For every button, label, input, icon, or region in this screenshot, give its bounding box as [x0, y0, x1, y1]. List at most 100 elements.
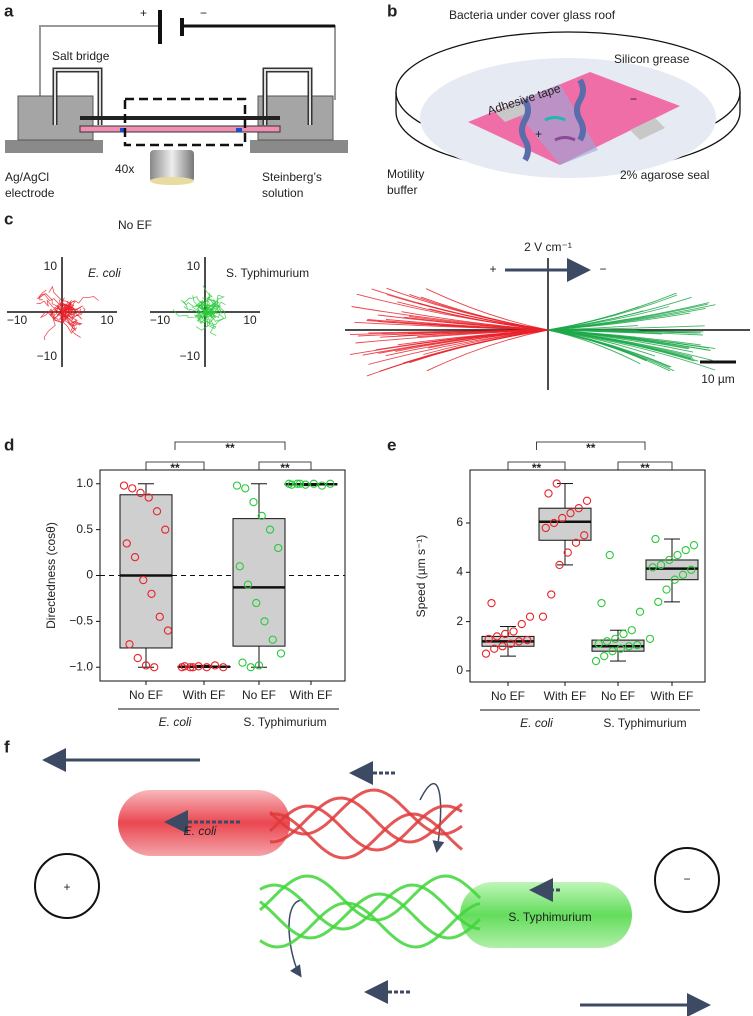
data-point — [498, 642, 507, 651]
significance-bracket — [258, 461, 312, 470]
y-tick-label: 0.5 — [76, 522, 93, 536]
trajectory — [182, 300, 206, 313]
x-tick-label: With EF — [544, 689, 587, 703]
data-point — [484, 634, 493, 644]
trajectory — [547, 329, 670, 368]
group-label: E. coli — [159, 715, 192, 729]
flagellum — [259, 901, 481, 949]
data-point — [608, 647, 617, 656]
y-tick-label: −0.5 — [69, 614, 93, 628]
trajectory — [547, 329, 716, 350]
label: electrode — [5, 186, 55, 200]
data-point — [566, 508, 575, 518]
data-point — [580, 531, 589, 540]
plus-sign: + — [535, 127, 542, 141]
trajectory — [40, 307, 63, 319]
label: Steinberg’s — [262, 170, 322, 184]
data-point — [689, 541, 699, 550]
significance-bracket — [145, 461, 205, 470]
x-tick-label: No EF — [601, 689, 635, 703]
flagellum — [258, 874, 482, 922]
trajectory — [379, 329, 549, 338]
species-label: E. coli — [88, 266, 121, 280]
significance-label: ** — [170, 461, 180, 475]
panel-label: e — [387, 435, 396, 454]
data-point — [287, 480, 296, 489]
trajectory — [202, 297, 217, 314]
x-tick-label: −10 — [150, 313, 171, 327]
trajectory — [194, 304, 208, 321]
x-tick-label: 10 — [100, 313, 114, 327]
trajectory — [409, 329, 549, 364]
panel-label: d — [4, 435, 14, 454]
trajectory — [547, 329, 656, 357]
data-point — [144, 493, 153, 502]
data-point — [490, 644, 499, 653]
data-point — [122, 539, 131, 548]
data-point — [509, 627, 518, 636]
label: buffer — [387, 183, 417, 197]
trajectory — [429, 308, 549, 331]
flagellum — [270, 796, 463, 844]
trajectory — [547, 329, 699, 362]
y-tick-label: 4 — [456, 564, 463, 578]
species-label: E. coli — [184, 824, 217, 838]
significance-label: ** — [532, 461, 542, 475]
data-point — [152, 507, 162, 516]
data-point — [202, 663, 211, 672]
data-point — [235, 562, 244, 571]
field-label: 2 V cm⁻¹ — [524, 240, 572, 254]
data-point — [563, 548, 572, 557]
dish — [395, 31, 741, 178]
box — [232, 518, 286, 647]
panel-label: a — [4, 1, 14, 20]
data-point — [673, 550, 682, 560]
data-point — [130, 553, 140, 562]
data-point — [549, 518, 559, 528]
trajectory — [61, 302, 81, 314]
y-tick-label: 10 — [44, 259, 58, 273]
data-point — [605, 550, 614, 560]
data-point — [514, 637, 524, 646]
data-point — [662, 585, 671, 594]
data-point — [128, 484, 137, 493]
data-point — [119, 481, 129, 490]
trajectory — [48, 285, 63, 313]
trajectory — [547, 329, 703, 336]
significance-label: ** — [640, 461, 650, 475]
y-tick-label: 1.0 — [76, 476, 93, 490]
species-label: S. Typhimurium — [226, 266, 309, 280]
data-point — [525, 612, 535, 621]
data-point — [246, 663, 255, 672]
trajectory — [366, 329, 549, 377]
data-point — [651, 534, 660, 544]
data-point — [241, 484, 250, 493]
flagellum — [269, 812, 463, 860]
data-point — [254, 661, 264, 670]
y-axis-label: Directedness (cosθ) — [44, 522, 58, 629]
data-point — [136, 488, 145, 498]
data-point — [147, 589, 156, 598]
data-point — [501, 629, 510, 639]
data-point — [274, 543, 283, 553]
apparatus — [5, 10, 348, 185]
trajectory — [420, 296, 549, 331]
panel-label: f — [4, 737, 10, 756]
trajectory — [547, 303, 708, 331]
y-tick-label: 6 — [456, 515, 463, 529]
data-point — [293, 479, 302, 488]
label: Bacteria under cover glass roof — [449, 8, 616, 22]
box — [119, 494, 173, 649]
trajectory — [61, 311, 81, 338]
data-point — [265, 525, 275, 534]
data-point — [133, 653, 142, 663]
flagellum — [259, 892, 482, 940]
data-point — [681, 545, 690, 555]
data-point — [602, 637, 612, 646]
y-tick-label: 10 — [187, 259, 201, 273]
y-tick-label: 2 — [456, 614, 463, 628]
trajectory — [378, 321, 549, 331]
group-label: S. Typhimurium — [243, 715, 326, 729]
flagellum — [268, 788, 463, 836]
